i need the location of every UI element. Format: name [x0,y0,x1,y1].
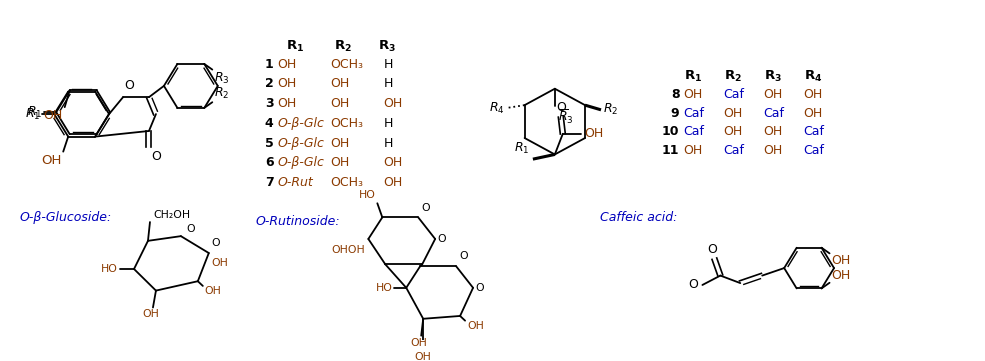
Text: 5: 5 [265,136,274,149]
Text: OH: OH [40,153,61,166]
Text: HO: HO [359,191,375,200]
Text: O: O [151,150,161,163]
Text: Caffeic acid:: Caffeic acid: [600,211,677,224]
Text: OH: OH [831,269,851,282]
Text: O-β-Glucoside:: O-β-Glucoside: [20,211,111,224]
Text: $\mathbf{R_3}$: $\mathbf{R_3}$ [378,39,396,54]
Text: O-Rut: O-Rut [278,176,313,189]
Text: OH: OH [467,321,484,331]
Text: OH: OH [330,78,350,91]
Text: OH: OH [803,88,822,101]
Text: OH: OH [383,176,403,189]
Text: OH: OH [278,58,296,71]
Text: O: O [124,79,134,92]
Text: O: O [556,101,565,114]
Text: O: O [437,234,446,244]
Text: $\overline{R}_3$: $\overline{R}_3$ [558,108,573,126]
Text: $\mathbf{R_1}$: $\mathbf{R_1}$ [685,69,702,84]
Text: OH: OH [330,136,350,149]
Text: OH: OH [383,97,403,110]
Text: Caf: Caf [763,106,784,119]
Text: 11: 11 [662,144,680,157]
Text: OH: OH [383,156,403,169]
Text: OH: OH [411,338,427,348]
Text: $\mathbf{R_2}$: $\mathbf{R_2}$ [724,69,743,84]
Text: $\mathbf{R_4}$: $\mathbf{R_4}$ [804,69,822,84]
Text: Caf: Caf [723,88,745,101]
Text: OCH₃: OCH₃ [330,176,363,189]
Text: 10: 10 [662,125,680,138]
Text: O: O [212,238,221,248]
Text: OH: OH [330,156,350,169]
Text: Caf: Caf [723,144,745,157]
Text: $R_2$: $R_2$ [215,86,230,101]
Text: O: O [187,224,195,234]
Text: Caf: Caf [803,144,824,157]
Text: O-β-Glc: O-β-Glc [278,156,324,169]
Text: 1: 1 [265,58,274,71]
Text: OH: OH [803,106,822,119]
Text: OH: OH [278,78,296,91]
Text: O: O [689,278,698,291]
Text: O-β-Glc: O-β-Glc [278,136,324,149]
Text: $R_1$: $R_1$ [27,105,42,120]
Text: OH: OH [684,144,702,157]
Text: OH: OH [143,309,160,319]
Text: OHOH: OHOH [332,245,365,255]
Text: O: O [475,283,484,293]
Text: OH: OH [684,88,702,101]
Text: HO: HO [375,283,392,293]
Text: OCH₃: OCH₃ [330,117,363,130]
Text: Caf: Caf [684,106,704,119]
Text: OH: OH [723,125,743,138]
Text: O-Rutinoside:: O-Rutinoside: [256,216,340,229]
Text: O: O [422,203,429,213]
Text: 2: 2 [265,78,274,91]
Text: O-β-Glc: O-β-Glc [278,117,324,130]
Text: 7: 7 [265,176,274,189]
Text: OH: OH [278,97,296,110]
Text: OH: OH [763,125,782,138]
Text: H: H [383,136,393,149]
Text: $\mathbf{R_3}$: $\mathbf{R_3}$ [764,69,782,84]
Text: H: H [383,58,393,71]
Text: OH: OH [763,88,782,101]
Text: OH: OH [415,352,431,361]
Text: $R_4$: $R_4$ [489,101,504,117]
Text: 3: 3 [265,97,274,110]
Text: 4: 4 [265,117,274,130]
Text: $R_3$: $R_3$ [215,70,230,86]
Text: OH: OH [585,127,604,140]
Text: H: H [383,117,393,130]
Text: 9: 9 [671,106,680,119]
Text: OH: OH [205,286,222,296]
Text: $R_2$: $R_2$ [603,102,619,117]
Text: $R_1$: $R_1$ [25,106,40,122]
Text: CH₂OH: CH₂OH [153,210,190,220]
Text: $\mathbf{R_2}$: $\mathbf{R_2}$ [335,39,353,54]
Text: O: O [707,243,717,256]
Text: OH: OH [763,144,782,157]
Text: HO: HO [101,264,118,274]
Text: OH: OH [831,254,851,267]
Text: 6: 6 [265,156,274,169]
Text: Caf: Caf [803,125,824,138]
Text: OH: OH [723,106,743,119]
Text: $\mathbf{R_1}$: $\mathbf{R_1}$ [287,39,304,54]
Text: OH: OH [212,258,229,268]
Text: OH: OH [43,109,63,122]
Text: Caf: Caf [684,125,704,138]
Text: H: H [383,78,393,91]
Text: OH: OH [330,97,350,110]
Text: OCH₃: OCH₃ [330,58,363,71]
Text: 8: 8 [671,88,680,101]
Text: O: O [459,252,468,261]
Text: $R_1$: $R_1$ [514,141,530,156]
